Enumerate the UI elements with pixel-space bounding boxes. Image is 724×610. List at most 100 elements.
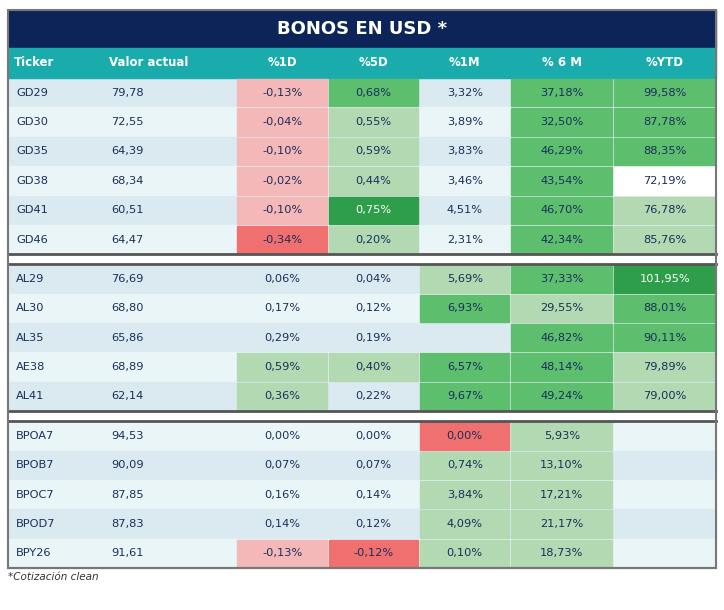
Text: 0,55%: 0,55% xyxy=(355,117,392,127)
Bar xyxy=(420,265,510,293)
Text: BPY26: BPY26 xyxy=(16,548,51,558)
Text: 72,19%: 72,19% xyxy=(643,176,686,186)
Text: AL41: AL41 xyxy=(16,392,44,401)
Bar xyxy=(420,422,510,450)
Text: 43,54%: 43,54% xyxy=(540,176,584,186)
Bar xyxy=(614,324,715,351)
Text: GD41: GD41 xyxy=(16,205,48,215)
Bar xyxy=(511,295,613,322)
Text: 90,11%: 90,11% xyxy=(643,332,686,343)
Text: 0,36%: 0,36% xyxy=(264,392,300,401)
Bar xyxy=(329,109,418,136)
Text: -0,34%: -0,34% xyxy=(262,235,302,245)
Text: 42,34%: 42,34% xyxy=(540,235,584,245)
Bar xyxy=(8,78,716,107)
Text: Valor actual: Valor actual xyxy=(109,57,188,70)
Bar xyxy=(237,226,327,253)
Bar xyxy=(329,79,418,106)
Text: BPOB7: BPOB7 xyxy=(16,460,54,470)
Text: 46,70%: 46,70% xyxy=(540,205,584,215)
Text: AL29: AL29 xyxy=(16,274,44,284)
Bar xyxy=(329,353,418,381)
Bar xyxy=(511,226,613,253)
Text: GD30: GD30 xyxy=(16,117,48,127)
Bar xyxy=(614,265,715,293)
Text: 79,78: 79,78 xyxy=(111,88,144,98)
Bar xyxy=(8,254,716,264)
Bar xyxy=(8,480,716,509)
Text: 9,67%: 9,67% xyxy=(447,392,483,401)
Text: 3,32%: 3,32% xyxy=(447,88,483,98)
Text: 46,82%: 46,82% xyxy=(540,332,584,343)
Text: -0,13%: -0,13% xyxy=(262,548,302,558)
Text: 0,14%: 0,14% xyxy=(355,490,392,500)
Bar xyxy=(8,293,716,323)
Text: 6,93%: 6,93% xyxy=(447,303,483,314)
Text: % 6 M: % 6 M xyxy=(542,57,582,70)
Bar xyxy=(237,167,327,195)
Text: 4,09%: 4,09% xyxy=(447,519,483,529)
Bar xyxy=(511,481,613,508)
Bar xyxy=(614,138,715,165)
Bar xyxy=(511,109,613,136)
Text: 0,68%: 0,68% xyxy=(355,88,392,98)
Text: 0,19%: 0,19% xyxy=(355,332,392,343)
Text: 29,55%: 29,55% xyxy=(540,303,584,314)
Text: 0,10%: 0,10% xyxy=(447,548,483,558)
Text: 88,35%: 88,35% xyxy=(643,146,686,156)
Bar xyxy=(614,226,715,253)
Bar xyxy=(8,509,716,539)
Bar xyxy=(8,107,716,137)
Text: 88,01%: 88,01% xyxy=(643,303,686,314)
Text: 64,47: 64,47 xyxy=(111,235,143,245)
Bar xyxy=(511,451,613,479)
Text: 68,34: 68,34 xyxy=(111,176,143,186)
Bar xyxy=(420,451,510,479)
Text: 0,22%: 0,22% xyxy=(355,392,392,401)
Text: AL35: AL35 xyxy=(16,332,44,343)
Bar xyxy=(511,265,613,293)
Bar xyxy=(8,10,716,48)
Bar xyxy=(8,411,716,421)
Bar xyxy=(511,167,613,195)
Text: 32,50%: 32,50% xyxy=(540,117,584,127)
Text: 64,39: 64,39 xyxy=(111,146,143,156)
Text: GD38: GD38 xyxy=(16,176,48,186)
Bar xyxy=(511,353,613,381)
Text: 85,76%: 85,76% xyxy=(643,235,686,245)
Text: AL30: AL30 xyxy=(16,303,44,314)
Bar xyxy=(8,264,716,293)
Text: 3,84%: 3,84% xyxy=(447,490,483,500)
Bar xyxy=(8,225,716,254)
Bar xyxy=(614,167,715,195)
Bar xyxy=(237,382,327,410)
Text: 0,07%: 0,07% xyxy=(264,460,300,470)
Bar xyxy=(8,451,716,480)
Text: 0,14%: 0,14% xyxy=(264,519,300,529)
Text: AE38: AE38 xyxy=(16,362,46,372)
Text: 60,51: 60,51 xyxy=(111,205,143,215)
Bar xyxy=(329,167,418,195)
Text: 0,17%: 0,17% xyxy=(264,303,300,314)
Bar xyxy=(420,540,510,567)
Text: 3,46%: 3,46% xyxy=(447,176,483,186)
Text: 0,59%: 0,59% xyxy=(264,362,300,372)
Text: 72,55: 72,55 xyxy=(111,117,143,127)
Text: 0,20%: 0,20% xyxy=(355,235,392,245)
Bar xyxy=(614,79,715,106)
Bar xyxy=(8,195,716,225)
Bar xyxy=(329,226,418,253)
Bar xyxy=(614,196,715,224)
Bar xyxy=(237,540,327,567)
Bar xyxy=(237,109,327,136)
Bar xyxy=(237,196,327,224)
Text: 46,29%: 46,29% xyxy=(540,146,584,156)
Text: 37,18%: 37,18% xyxy=(540,88,584,98)
Text: 0,59%: 0,59% xyxy=(355,146,392,156)
Text: 3,89%: 3,89% xyxy=(447,117,483,127)
Text: -0,04%: -0,04% xyxy=(262,117,302,127)
Text: 87,85: 87,85 xyxy=(111,490,144,500)
Bar xyxy=(511,510,613,537)
Bar xyxy=(8,166,716,195)
Bar xyxy=(614,382,715,410)
